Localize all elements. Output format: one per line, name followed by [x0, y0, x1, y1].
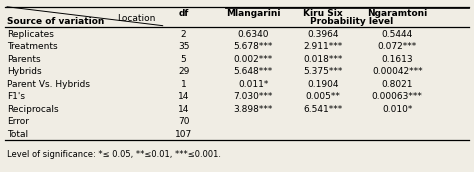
Text: 35: 35	[178, 42, 189, 51]
Text: 0.5444: 0.5444	[382, 30, 413, 39]
Text: Location: Location	[118, 14, 155, 23]
Text: 0.010*: 0.010*	[382, 105, 412, 114]
Text: 14: 14	[178, 105, 189, 114]
Text: Error: Error	[7, 117, 29, 126]
Text: 0.00042***: 0.00042***	[372, 67, 423, 76]
Text: 29: 29	[178, 67, 189, 76]
Text: 0.002***: 0.002***	[234, 55, 273, 64]
Text: 0.018***: 0.018***	[303, 55, 343, 64]
Text: 5.648***: 5.648***	[234, 67, 273, 76]
Text: Ngaramtoni: Ngaramtoni	[367, 9, 428, 18]
Text: 14: 14	[178, 92, 189, 101]
Text: F1's: F1's	[7, 92, 25, 101]
Text: 0.011*: 0.011*	[238, 80, 268, 89]
Text: Reciprocals: Reciprocals	[7, 105, 59, 114]
Text: Source of variation: Source of variation	[7, 17, 104, 26]
Text: 3.898***: 3.898***	[234, 105, 273, 114]
Text: Kiru Six: Kiru Six	[303, 9, 343, 18]
Text: df: df	[178, 9, 189, 18]
Text: 6.541***: 6.541***	[303, 105, 343, 114]
Text: 0.8021: 0.8021	[382, 80, 413, 89]
Text: 2: 2	[181, 30, 186, 39]
Text: 0.3964: 0.3964	[307, 30, 339, 39]
Text: Replicates: Replicates	[7, 30, 54, 39]
Text: 0.00063***: 0.00063***	[372, 92, 423, 101]
Text: Parent Vs. Hybrids: Parent Vs. Hybrids	[7, 80, 90, 89]
Text: 0.1904: 0.1904	[307, 80, 339, 89]
Text: 1: 1	[181, 80, 186, 89]
Text: 5.678***: 5.678***	[234, 42, 273, 51]
Text: 70: 70	[178, 117, 189, 126]
Text: Level of significance: *≤ 0.05, **≤0.01, ***≤0.001.: Level of significance: *≤ 0.05, **≤0.01,…	[7, 150, 221, 159]
Text: 2.911***: 2.911***	[303, 42, 343, 51]
Text: 0.1613: 0.1613	[382, 55, 413, 64]
Text: 5: 5	[181, 55, 186, 64]
Text: Hybrids: Hybrids	[7, 67, 42, 76]
Text: Parents: Parents	[7, 55, 41, 64]
Text: Total: Total	[7, 130, 28, 138]
Text: 0.005**: 0.005**	[306, 92, 340, 101]
Text: Treatments: Treatments	[7, 42, 58, 51]
Text: Mlangarini: Mlangarini	[226, 9, 281, 18]
Text: Probability level: Probability level	[310, 17, 393, 26]
Text: 0.072***: 0.072***	[378, 42, 417, 51]
Text: 7.030***: 7.030***	[234, 92, 273, 101]
Text: 0.6340: 0.6340	[237, 30, 269, 39]
Text: 5.375***: 5.375***	[303, 67, 343, 76]
Text: 107: 107	[175, 130, 192, 138]
